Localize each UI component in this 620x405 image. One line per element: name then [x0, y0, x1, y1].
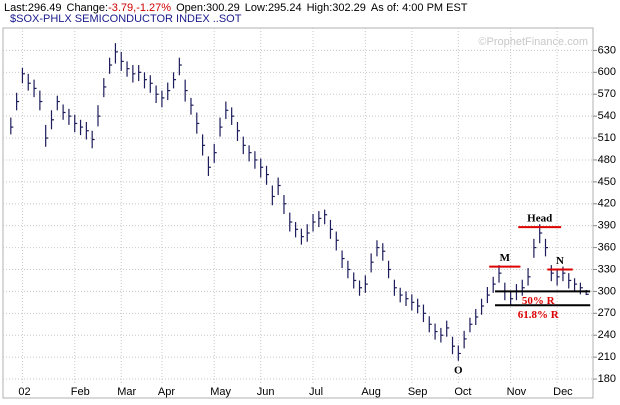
y-tick-label: 300 — [598, 285, 616, 297]
annotation-label: M — [500, 252, 511, 264]
annotation-label: 61.8% R — [518, 309, 560, 321]
header-item: -3.79,-1.27% — [108, 2, 171, 14]
x-tick-label: Jun — [257, 386, 275, 398]
y-tick-label: 270 — [598, 307, 616, 319]
y-tick-label: 540 — [598, 110, 616, 122]
annotation-label: N — [556, 255, 564, 267]
x-tick-label: Sep — [408, 386, 428, 398]
watermark: ©ProphetFinance.com — [478, 36, 588, 48]
plot-frame — [2, 27, 594, 399]
y-tick-label: 330 — [598, 263, 616, 275]
y-tick-label: 240 — [598, 329, 616, 341]
chart-title: $SOX-PHLX SEMICONDUCTOR INDEX ..SOT — [10, 13, 242, 25]
x-tick-label: 02 — [18, 386, 30, 398]
header-item: Change: — [67, 2, 109, 14]
x-tick-label: May — [210, 386, 231, 398]
y-tick-label: 360 — [598, 241, 616, 253]
x-tick-label: Nov — [507, 386, 527, 398]
y-tick-label: 630 — [598, 44, 616, 56]
x-tick-label: Aug — [361, 386, 381, 398]
x-tick-label: Oct — [454, 386, 471, 398]
header-item: Open:300.29 — [176, 2, 240, 14]
y-tick-label: 510 — [598, 132, 616, 144]
x-tick-label: Dec — [553, 386, 573, 398]
annotation-label: Head — [527, 213, 552, 225]
annotation-label: 50% R — [522, 295, 556, 307]
header-item: Low:295.24 — [245, 2, 302, 14]
y-tick-label: 420 — [598, 198, 616, 210]
x-tick-label: Mar — [117, 386, 136, 398]
header-item: Last:296.49 — [4, 2, 62, 14]
header-item: High:302.29 — [307, 2, 366, 14]
y-tick-label: 480 — [598, 154, 616, 166]
y-tick-label: 570 — [598, 88, 616, 100]
y-tick-label: 450 — [598, 176, 616, 188]
header-item: As of: 4:00 PM EST — [371, 2, 468, 14]
y-tick-label: 180 — [598, 373, 616, 385]
quote-header: Last:296.49 Change:-3.79,-1.27% Open:300.2… — [4, 2, 468, 14]
y-tick-label: 390 — [598, 220, 616, 232]
annotation-label: O — [454, 364, 463, 376]
y-tick-label: 210 — [598, 351, 616, 363]
x-tick-label: Apr — [158, 386, 175, 398]
x-tick-label: Jul — [309, 386, 323, 398]
y-tick-label: 600 — [598, 66, 616, 78]
x-tick-label: Feb — [71, 386, 90, 398]
